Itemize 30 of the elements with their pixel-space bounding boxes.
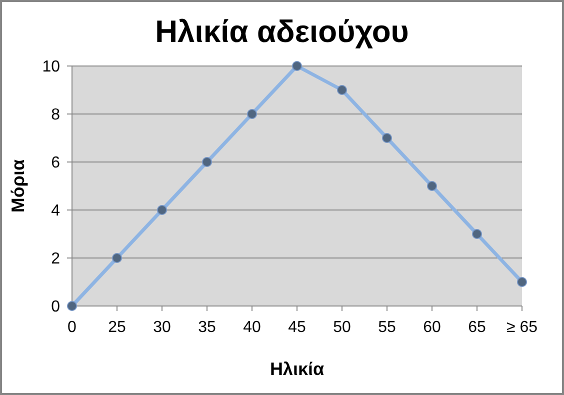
- y-tick-label: 10: [42, 58, 60, 76]
- point: [382, 133, 392, 143]
- point: [517, 277, 527, 287]
- x-tick-label: 60: [423, 319, 441, 336]
- y-tick-label: 4: [51, 202, 60, 220]
- point: [202, 157, 212, 167]
- point: [157, 205, 167, 215]
- x-tick-label: 50: [333, 319, 351, 336]
- point: [472, 229, 482, 239]
- y-tick-label: 0: [51, 298, 60, 316]
- y-axis-title: Μόρια: [8, 159, 28, 213]
- y-tick-label: 8: [51, 106, 60, 124]
- x-tick-label: 45: [288, 319, 306, 336]
- point: [292, 61, 302, 71]
- point: [337, 85, 347, 95]
- x-tick-label: 40: [243, 319, 261, 336]
- x-tick-label: 35: [198, 319, 216, 336]
- point: [112, 253, 122, 263]
- chart-title: Ηλικία αδειούχου: [155, 14, 409, 49]
- point: [247, 109, 257, 119]
- x-tick-label: 65: [468, 319, 486, 336]
- x-tick-label: 55: [378, 319, 396, 336]
- y-tick-label: 2: [51, 250, 60, 268]
- x-axis-title: Ηλικία: [270, 359, 324, 379]
- point: [427, 181, 437, 191]
- x-tick-label: 30: [153, 319, 171, 336]
- y-tick-label: 6: [51, 154, 60, 172]
- x-tick-label: 25: [108, 319, 126, 336]
- x-tick-label: ≥ 65: [506, 319, 538, 336]
- x-tick-label: 0: [68, 319, 77, 336]
